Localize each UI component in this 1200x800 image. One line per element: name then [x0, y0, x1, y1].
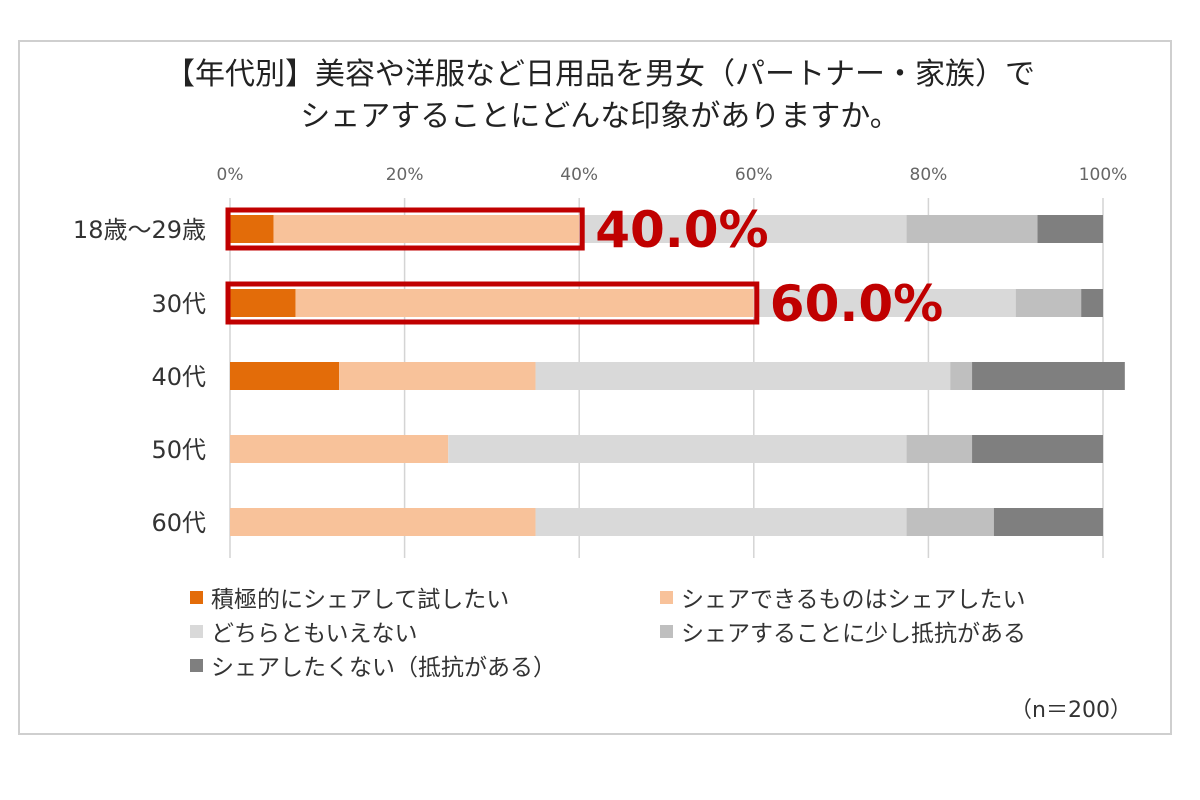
- legend-swatch: [190, 658, 203, 672]
- legend-swatch: [660, 624, 673, 638]
- x-tick-label: 80%: [910, 165, 948, 185]
- bar-segment: [1037, 215, 1103, 243]
- bar-segment: [230, 362, 340, 390]
- category-label: 40代: [151, 363, 206, 391]
- bar-segment: [339, 362, 536, 390]
- bar-segment: [273, 215, 580, 243]
- x-tick-label: 40%: [560, 165, 598, 185]
- highlight-value-label: 40.0%: [595, 201, 768, 259]
- bar-segment: [448, 435, 907, 463]
- legend-swatch: [660, 590, 673, 604]
- legend-label: シェアしたくない（抵抗がある）: [211, 655, 556, 681]
- highlight-box: [225, 207, 585, 251]
- category-label: 18歳～29歳: [73, 216, 206, 244]
- category-label: 60代: [151, 509, 206, 537]
- legend-item: 積極的にシェアして試したい: [190, 580, 509, 614]
- bar-segment: [535, 508, 907, 536]
- category-label: 50代: [151, 436, 206, 464]
- legend-label: 積極的にシェアして試したい: [211, 587, 510, 613]
- bar-segment: [972, 362, 1125, 390]
- highlight-value-label: 60.0%: [770, 275, 943, 333]
- legend-item: どちらともいえない: [190, 614, 418, 648]
- bar-segment: [230, 215, 274, 243]
- bar-segment: [753, 289, 1016, 317]
- x-tick-label: 60%: [735, 165, 773, 185]
- bar-segment: [535, 362, 951, 390]
- highlight-box: [225, 281, 760, 325]
- x-tick-label: 0%: [217, 165, 244, 185]
- chart-title-line-1: 【年代別】美容や洋服など日用品を男女（パートナー・家族）で: [165, 57, 1035, 92]
- legend-swatch: [190, 624, 203, 638]
- bar-segment: [1081, 289, 1103, 317]
- bar-segment: [1015, 289, 1082, 317]
- chart-title: 【年代別】美容や洋服など日用品を男女（パートナー・家族）で シェアすることにどん…: [0, 54, 1200, 138]
- x-tick-label: 100%: [1079, 165, 1128, 185]
- legend-label: どちらともいえない: [211, 621, 418, 647]
- bar-segment: [906, 435, 973, 463]
- bar-segment: [950, 362, 973, 390]
- legend-label: シェアできるものはシェアしたい: [681, 587, 1026, 613]
- bar-segment: [579, 215, 907, 243]
- bar-segment: [230, 435, 449, 463]
- bar-segment: [906, 508, 994, 536]
- category-label: 30代: [151, 290, 206, 318]
- sample-size-note: （n＝200）: [1010, 698, 1132, 723]
- legend-item: シェアできるものはシェアしたい: [660, 580, 1026, 614]
- legend-swatch: [190, 590, 203, 604]
- legend-item: シェアしたくない（抵抗がある）: [190, 648, 556, 682]
- x-tick-label: 20%: [386, 165, 424, 185]
- bar-segment: [906, 215, 1038, 243]
- bar-segment: [993, 508, 1103, 536]
- bar-segment: [230, 289, 296, 317]
- legend-label: シェアすることに少し抵抗がある: [681, 621, 1026, 647]
- bar-segment: [295, 289, 754, 317]
- chart-title-line-2: シェアすることにどんな印象がありますか。: [300, 99, 900, 134]
- bar-segment: [972, 435, 1103, 463]
- legend-item: シェアすることに少し抵抗がある: [660, 614, 1026, 648]
- bar-segment: [230, 508, 536, 536]
